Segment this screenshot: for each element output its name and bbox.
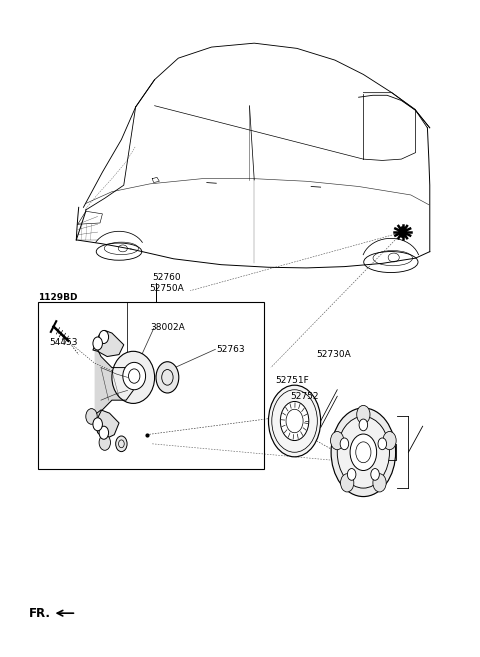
Text: 52760: 52760 bbox=[152, 273, 181, 283]
Ellipse shape bbox=[123, 363, 145, 390]
Polygon shape bbox=[93, 410, 119, 440]
Text: 52752: 52752 bbox=[290, 392, 318, 401]
Circle shape bbox=[116, 436, 127, 451]
Circle shape bbox=[378, 438, 386, 449]
Text: 52751F: 52751F bbox=[276, 376, 309, 385]
Circle shape bbox=[156, 362, 179, 393]
Text: 54453: 54453 bbox=[49, 338, 78, 348]
Ellipse shape bbox=[112, 351, 155, 403]
Circle shape bbox=[99, 330, 108, 344]
Text: 52750A: 52750A bbox=[149, 284, 184, 292]
Circle shape bbox=[331, 408, 396, 497]
Text: FR.: FR. bbox=[29, 607, 51, 620]
Circle shape bbox=[340, 438, 348, 449]
Circle shape bbox=[86, 409, 97, 424]
Circle shape bbox=[331, 432, 344, 450]
Circle shape bbox=[337, 417, 389, 488]
Circle shape bbox=[399, 227, 407, 237]
Circle shape bbox=[383, 432, 396, 450]
Text: 52730A: 52730A bbox=[316, 350, 351, 359]
Text: 38002A: 38002A bbox=[150, 323, 185, 332]
Polygon shape bbox=[368, 444, 396, 460]
Polygon shape bbox=[93, 330, 124, 357]
Ellipse shape bbox=[118, 245, 127, 252]
Circle shape bbox=[93, 418, 102, 431]
Circle shape bbox=[280, 401, 309, 441]
Bar bbox=[38, 302, 264, 468]
Circle shape bbox=[99, 435, 110, 450]
Circle shape bbox=[340, 474, 354, 492]
Circle shape bbox=[357, 405, 370, 424]
Circle shape bbox=[350, 434, 377, 470]
Polygon shape bbox=[96, 345, 133, 423]
Circle shape bbox=[371, 468, 379, 480]
Text: 52763: 52763 bbox=[216, 345, 245, 354]
Circle shape bbox=[93, 337, 102, 350]
Circle shape bbox=[373, 474, 386, 492]
Text: 1129BD: 1129BD bbox=[38, 293, 78, 302]
Circle shape bbox=[348, 468, 356, 480]
Circle shape bbox=[359, 419, 368, 431]
Circle shape bbox=[99, 426, 108, 440]
Circle shape bbox=[268, 385, 321, 457]
Ellipse shape bbox=[388, 253, 399, 262]
